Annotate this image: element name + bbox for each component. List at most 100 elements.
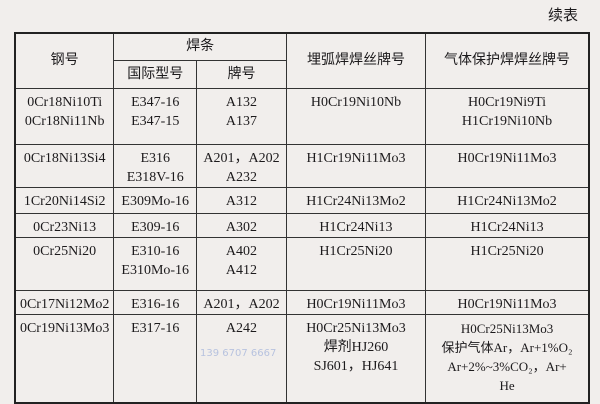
header-brand: 牌号 [196,59,287,89]
welding-materials-table: 钢号 焊条 埋弧焊焊丝牌号 气体保护焊焊丝牌号 国际型号 牌号 0Cr18Ni1… [14,32,590,404]
cell-line: 0Cr18Ni11Nb [24,113,105,129]
watermark-phone: 139 6707 6667 [200,348,277,359]
cell-line: 0Cr17Ni12Mo2 [19,296,110,312]
cell-intl: E316 E318V-16 [113,143,198,188]
cell-line: H1Cr24Ni13 [470,219,544,235]
cell-steel: 0Cr19Ni13Mo3 [14,313,115,404]
cell-intl: E317-16 [113,313,198,404]
cell-line: SJ601，HJ641 [313,358,399,374]
cell-line: 0Cr18Ni10Ti [27,94,103,110]
cell-gas: H0Cr19Ni11Mo3 [425,143,590,188]
cell-line: A242 [225,320,258,336]
cell-brand: A132 A137 [196,87,287,145]
cell-gas: H0Cr19Ni9Ti H1Cr19Ni10Nb [425,87,590,145]
cell-saw: H1Cr25Ni20 [285,236,427,291]
cell-line: E309Mo-16 [121,193,190,209]
cell-line: H1Cr19Ni10Nb [461,113,553,129]
cell-intl: E316-16 [113,289,198,315]
cell-intl: E309Mo-16 [113,186,198,214]
cell-line: H1Cr24Ni13 [319,219,393,235]
cell-steel: 0Cr18Ni10Ti 0Cr18Ni11Nb [14,87,115,145]
cell-line: A232 [225,169,258,185]
cell-line: H1Cr25Ni20 [470,243,544,259]
cell-line: 0Cr19Ni13Mo3 [19,320,110,336]
cell-intl: E310-16 E310Mo-16 [113,236,198,291]
cell-gas: H1Cr24Ni13 [425,212,590,238]
cell-gas: H0Cr25Ni13Mo3 保护气体Ar，Ar+1%O₂ Ar+2%~3%CO₂，A… [425,313,590,404]
cell-brand: A201，A202 A232 [196,143,287,188]
cell-line: A402 [225,243,258,259]
cell-brand: A242 [196,313,287,404]
cell-steel: 0Cr17Ni12Mo2 [14,289,115,315]
cell-steel: 0Cr23Ni13 [14,212,115,238]
cell-steel: 0Cr18Ni13Si4 [14,143,115,188]
cell-line: H0Cr25Ni13Mo3 [460,320,554,336]
cell-line: H1Cr25Ni20 [319,243,393,259]
cell-brand: A312 [196,186,287,214]
cell-saw: H1Cr24Ni13 [285,212,427,238]
cell-line: A412 [225,262,258,278]
cell-line: A302 [225,219,258,235]
cell-line: H0Cr25Ni13Mo3 [306,320,406,336]
cell-line: A312 [225,193,258,209]
table-row: 0Cr25Ni20 E310-16 E310Mo-16 A402 A412 H1Cr25N… [14,236,590,291]
cell-brand: A402 A412 [196,236,287,291]
cell-brand: A302 [196,212,287,238]
header-steel-grade: 钢号 [14,32,115,89]
header-electrode: 焊条 [113,32,287,61]
table-row: 0Cr23Ni13 E309-16 A302 H1Cr24Ni13 H1Cr24Ni13 [14,212,590,238]
table-row: 0Cr19Ni13Mo3 E317-16 A242 H0Cr25Ni13Mo3 焊剂HJ… [14,313,590,404]
cell-saw: H1Cr24Ni13Mo2 [285,186,427,214]
cell-line: Ar+2%~3%CO₂，Ar+ [447,358,567,374]
header-intl-model: 国际型号 [113,59,198,89]
cell-brand: A201，A202 [196,289,287,315]
cell-line: E316 [140,150,170,166]
cell-line: E310-16 [131,243,180,259]
cell-line: He [499,377,515,393]
cell-line: H1Cr24Ni13Mo2 [457,193,557,209]
cell-line: H0Cr19Ni11Mo3 [306,296,406,312]
cell-line: H1Cr24Ni13Mo2 [306,193,406,209]
cell-line: A201，A202 [203,150,280,166]
continued-label: 续表 [547,6,578,24]
cell-gas: H1Cr24Ni13Mo2 [425,186,590,214]
cell-line: A137 [225,113,258,129]
cell-steel: 1Cr20Ni14Si2 [14,186,115,214]
header-saw-wire: 埋弧焊焊丝牌号 [285,32,427,89]
table-row: 0Cr18Ni13Si4 E316 E318V-16 A201，A202 A232 H1C… [14,143,590,188]
cell-line: E347-15 [131,113,180,129]
table-row: 1Cr20Ni14Si2 E309Mo-16 A312 H1Cr24Ni13Mo2 H1… [14,186,590,214]
cell-line: H0Cr19Ni11Mo3 [457,296,557,312]
table-row: 0Cr17Ni12Mo2 E316-16 A201，A202 H0Cr19Ni11Mo… [14,289,590,315]
cell-steel: 0Cr25Ni20 [14,236,115,291]
cell-gas: H0Cr19Ni11Mo3 [425,289,590,315]
cell-line: E347-16 [131,94,180,110]
cell-line: H1Cr19Ni11Mo3 [306,150,406,166]
cell-line: E316-16 [131,296,180,312]
cell-line: E310Mo-16 [121,262,190,278]
cell-saw: H0Cr19Ni11Mo3 [285,289,427,315]
cell-line: 0Cr23Ni13 [33,219,97,235]
cell-intl: E347-16 E347-15 [113,87,198,145]
cell-line: E318V-16 [126,169,184,185]
cell-line: 焊剂HJ260 [323,339,389,355]
cell-line: 保护气体Ar，Ar+1%O₂ [441,339,573,355]
cell-line: H0Cr19Ni11Mo3 [457,150,557,166]
table-row: 0Cr18Ni10Ti 0Cr18Ni11Nb E347-16 E347-15 A132… [14,87,590,145]
cell-line: 0Cr25Ni20 [33,243,97,259]
cell-line: 0Cr18Ni13Si4 [23,150,106,166]
header-gas-wire: 气体保护焊焊丝牌号 [425,32,590,89]
cell-line: H0Cr19Ni10Nb [310,94,402,110]
cell-line: H0Cr19Ni9Ti [468,94,547,110]
cell-line: E317-16 [131,320,180,336]
cell-saw: H0Cr19Ni10Nb [285,87,427,145]
cell-line: A201，A202 [203,296,280,312]
cell-gas: H1Cr25Ni20 [425,236,590,291]
cell-saw: H0Cr25Ni13Mo3 焊剂HJ260 SJ601，HJ641 [285,313,427,404]
cell-line: 1Cr20Ni14Si2 [23,193,106,209]
cell-intl: E309-16 [113,212,198,238]
cell-line: A132 [225,94,258,110]
cell-line: E309-16 [131,219,180,235]
cell-saw: H1Cr19Ni11Mo3 [285,143,427,188]
watermark: 139 6707 6667 [200,348,276,360]
